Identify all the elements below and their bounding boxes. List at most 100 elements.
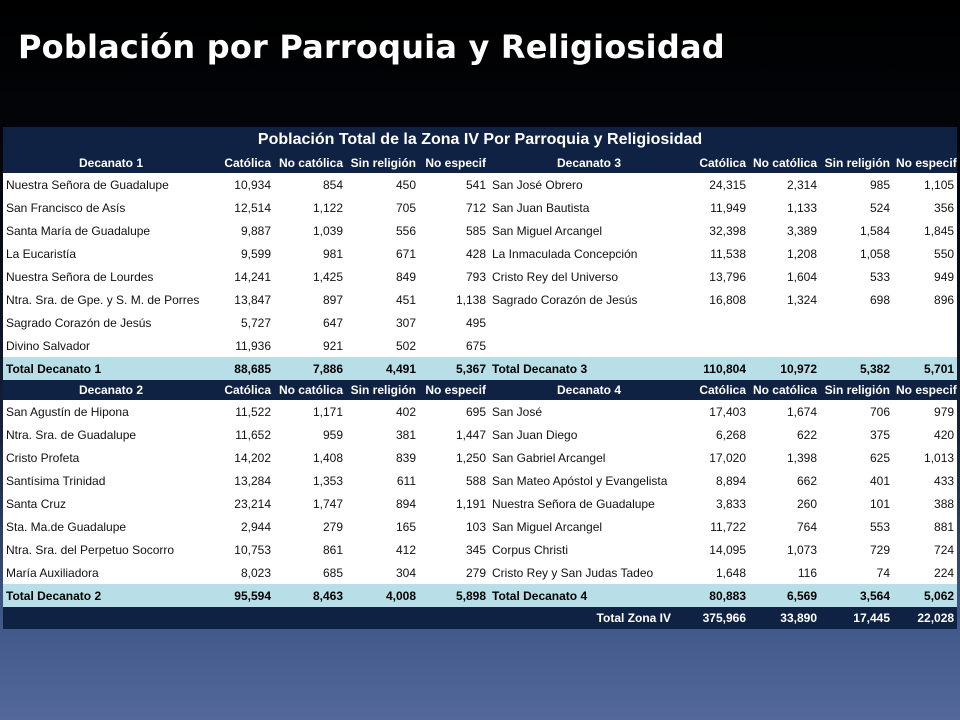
population-value: 11,538 <box>689 242 749 265</box>
population-value: 401 <box>820 469 893 492</box>
population-value: 74 <box>820 561 893 584</box>
population-value: 764 <box>749 515 820 538</box>
parroquia-name: La Inmaculada Concepción <box>489 242 689 265</box>
parroquia-name: Divino Salvador <box>3 334 219 357</box>
grand-total-label: Total Zona IV <box>489 607 689 629</box>
parroquia-name: Nuestra Señora de Guadalupe <box>3 173 219 196</box>
population-value: 412 <box>346 538 419 561</box>
population-value: 8,894 <box>689 469 749 492</box>
population-value: 839 <box>346 446 419 469</box>
grand-total-value: 17,445 <box>820 607 893 629</box>
grand-total-spacer <box>3 607 489 629</box>
population-value <box>749 334 820 357</box>
table-row: Sta. Ma.de Guadalupe 2,944 279 165 103 San Mi… <box>3 515 958 538</box>
population-value: 685 <box>274 561 346 584</box>
population-value <box>893 311 958 334</box>
table-title: Población Total de la Zona IV Por Parroq… <box>3 127 958 153</box>
table-row: Sagrado Corazón de Jesús 5,727 647 307 495 <box>3 311 958 334</box>
population-value: 13,284 <box>219 469 274 492</box>
population-value: 345 <box>419 538 489 561</box>
population-value: 647 <box>274 311 346 334</box>
population-value: 729 <box>820 538 893 561</box>
table-row: San Agustín de Hipona 11,522 1,171 402 695 Sa… <box>3 400 958 423</box>
population-value: 3,389 <box>749 219 820 242</box>
total-row: Total Decanato 2 95,594 8,463 4,008 5,898 Tot… <box>3 584 958 607</box>
population-value: 611 <box>346 469 419 492</box>
population-table: Población Total de la Zona IV Por Parroq… <box>3 127 958 629</box>
population-value: 861 <box>274 538 346 561</box>
population-value: 2,944 <box>219 515 274 538</box>
population-table-container: Población Total de la Zona IV Por Parroq… <box>3 127 958 629</box>
population-value: 11,949 <box>689 196 749 219</box>
total-value: 80,883 <box>689 584 749 607</box>
population-value: 897 <box>274 288 346 311</box>
total-value: 4,008 <box>346 584 419 607</box>
grand-total-value: 375,966 <box>689 607 749 629</box>
column-header: Sin religión <box>820 380 893 400</box>
population-value: 224 <box>893 561 958 584</box>
parroquia-name: María Auxiliadora <box>3 561 219 584</box>
grand-total-value: 33,890 <box>749 607 820 629</box>
population-value: 1,133 <box>749 196 820 219</box>
population-value: 671 <box>346 242 419 265</box>
population-value: 1,250 <box>419 446 489 469</box>
population-value: 706 <box>820 400 893 423</box>
population-value: 662 <box>749 469 820 492</box>
population-value: 495 <box>419 311 489 334</box>
parroquia-name: Nuestra Señora de Guadalupe <box>489 492 689 515</box>
total-value: 6,569 <box>749 584 820 607</box>
population-value: 11,522 <box>219 400 274 423</box>
parroquia-name: San José Obrero <box>489 173 689 196</box>
population-value: 1,058 <box>820 242 893 265</box>
column-header: Sin religión <box>820 153 893 173</box>
parroquia-name: Sagrado Corazón de Jesús <box>489 288 689 311</box>
population-value: 8,023 <box>219 561 274 584</box>
population-value: 550 <box>893 242 958 265</box>
population-value: 793 <box>419 265 489 288</box>
population-value: 420 <box>893 423 958 446</box>
population-value: 381 <box>346 423 419 446</box>
population-value: 32,398 <box>689 219 749 242</box>
population-value: 279 <box>274 515 346 538</box>
table-row: San Francisco de Asís 12,514 1,122 705 712 Sa… <box>3 196 958 219</box>
table-row: La Eucaristía 9,599 981 671 428 La Inmaculada… <box>3 242 958 265</box>
population-value: 1,604 <box>749 265 820 288</box>
column-header: No especif <box>419 380 489 400</box>
table-row: Divino Salvador 11,936 921 502 675 <box>3 334 958 357</box>
table-row: María Auxiliadora 8,023 685 304 279 Cristo R… <box>3 561 958 584</box>
population-value: 260 <box>749 492 820 515</box>
population-value: 11,936 <box>219 334 274 357</box>
parroquia-name: Cristo Rey del Universo <box>489 265 689 288</box>
population-value: 1,398 <box>749 446 820 469</box>
parroquia-name: Santa María de Guadalupe <box>3 219 219 242</box>
population-value: 985 <box>820 173 893 196</box>
population-value: 705 <box>346 196 419 219</box>
population-value: 556 <box>346 219 419 242</box>
population-value: 553 <box>820 515 893 538</box>
population-value: 11,722 <box>689 515 749 538</box>
parroquia-name: San Miguel Arcangel <box>489 515 689 538</box>
population-value: 1,122 <box>274 196 346 219</box>
population-value: 5,727 <box>219 311 274 334</box>
total-value: 88,685 <box>219 357 274 380</box>
population-value: 103 <box>419 515 489 538</box>
population-value: 3,833 <box>689 492 749 515</box>
table-row: Ntra. Sra. de Gpe. y S. M. de Porres 13,8… <box>3 288 958 311</box>
population-value: 17,020 <box>689 446 749 469</box>
parroquia-name: Corpus Christi <box>489 538 689 561</box>
population-value: 1,073 <box>749 538 820 561</box>
population-value: 10,753 <box>219 538 274 561</box>
parroquia-name: San Gabriel Arcangel <box>489 446 689 469</box>
population-value: 1,584 <box>820 219 893 242</box>
population-value: 6,268 <box>689 423 749 446</box>
population-value <box>689 311 749 334</box>
population-value <box>820 311 893 334</box>
population-value: 1,208 <box>749 242 820 265</box>
table-row: Ntra. Sra. de Guadalupe 11,652 959 381 1,447… <box>3 423 958 446</box>
column-header: No especif <box>419 153 489 173</box>
population-value: 625 <box>820 446 893 469</box>
total-value: 95,594 <box>219 584 274 607</box>
column-header: No especif <box>893 153 958 173</box>
population-value: 9,599 <box>219 242 274 265</box>
population-value: 2,314 <box>749 173 820 196</box>
